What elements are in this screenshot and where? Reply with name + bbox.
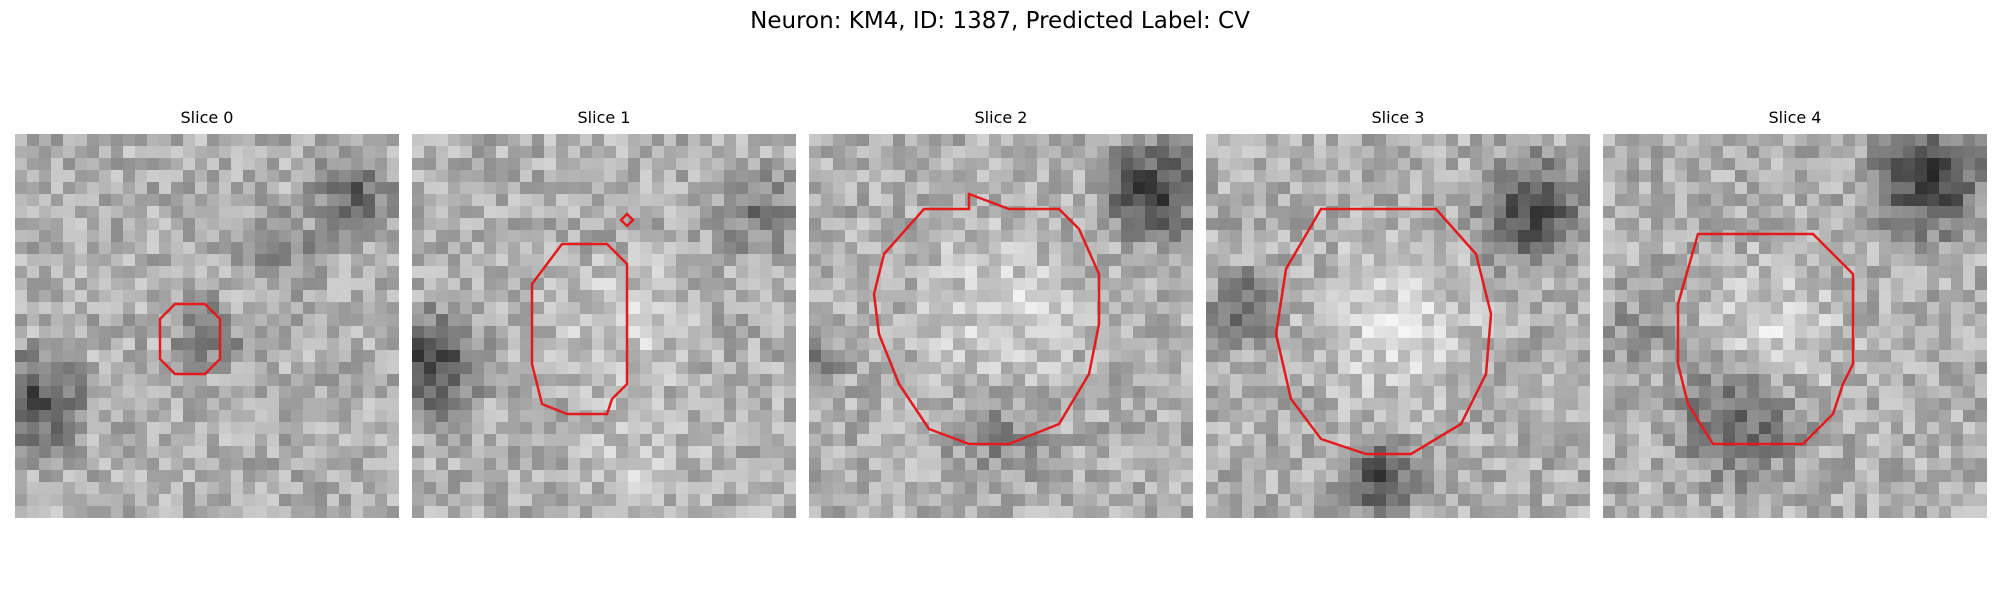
figure-title: Neuron: KM4, ID: 1387, Predicted Label: … bbox=[750, 8, 1250, 34]
slice-image bbox=[1206, 134, 1590, 518]
slice-image bbox=[15, 134, 399, 518]
slice-title: Slice 3 bbox=[1371, 108, 1425, 127]
slice-image bbox=[809, 134, 1193, 518]
slice-title: Slice 0 bbox=[180, 108, 234, 127]
slice-image bbox=[1603, 134, 1987, 518]
slice-image bbox=[412, 134, 796, 518]
slice-title: Slice 2 bbox=[974, 108, 1028, 127]
slice-title: Slice 1 bbox=[577, 108, 631, 127]
slice-title: Slice 4 bbox=[1768, 108, 1822, 127]
